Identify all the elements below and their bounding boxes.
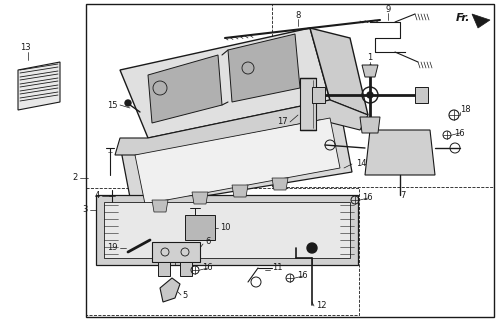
Polygon shape	[228, 34, 300, 102]
Polygon shape	[360, 117, 380, 133]
Text: 16: 16	[297, 271, 307, 281]
Polygon shape	[120, 28, 330, 138]
Polygon shape	[365, 130, 435, 175]
Polygon shape	[310, 28, 368, 115]
Text: 9: 9	[385, 5, 391, 14]
Text: 14: 14	[356, 159, 366, 169]
Polygon shape	[312, 87, 325, 103]
Polygon shape	[120, 108, 352, 208]
Text: 1: 1	[367, 53, 373, 62]
Text: 5: 5	[182, 291, 187, 300]
Text: 13: 13	[20, 44, 30, 52]
Text: 2: 2	[73, 173, 78, 182]
Circle shape	[125, 100, 131, 106]
Polygon shape	[96, 195, 358, 265]
Polygon shape	[232, 185, 248, 197]
Polygon shape	[180, 262, 192, 276]
Bar	[86, 188, 359, 315]
Text: 10: 10	[220, 223, 231, 233]
Polygon shape	[104, 202, 350, 258]
Polygon shape	[152, 242, 200, 262]
Polygon shape	[362, 65, 378, 77]
Polygon shape	[160, 278, 180, 302]
Text: 19: 19	[107, 244, 118, 252]
Polygon shape	[185, 215, 215, 240]
Polygon shape	[18, 62, 60, 110]
Polygon shape	[415, 87, 428, 103]
Text: 16: 16	[454, 129, 465, 138]
Text: 8: 8	[295, 12, 301, 20]
Text: Fr.: Fr.	[456, 13, 471, 23]
Text: 11: 11	[272, 263, 282, 273]
Text: 16: 16	[202, 263, 213, 273]
Polygon shape	[272, 178, 288, 190]
Bar	[86, 4, 494, 317]
Text: 15: 15	[107, 100, 118, 109]
Polygon shape	[300, 78, 316, 130]
Text: 17: 17	[277, 117, 288, 126]
Text: 6: 6	[205, 237, 211, 246]
Polygon shape	[158, 262, 170, 276]
Polygon shape	[152, 200, 168, 212]
Polygon shape	[115, 100, 368, 155]
Circle shape	[307, 243, 317, 253]
Circle shape	[367, 92, 373, 98]
Text: 16: 16	[362, 194, 373, 203]
Polygon shape	[472, 14, 490, 28]
Text: 4: 4	[95, 191, 100, 201]
Bar	[272, 4, 494, 187]
Polygon shape	[192, 192, 208, 204]
Polygon shape	[148, 55, 222, 123]
Text: 12: 12	[316, 301, 326, 310]
Text: 7: 7	[400, 190, 405, 199]
Text: 18: 18	[460, 106, 471, 115]
Text: 3: 3	[83, 205, 88, 214]
Polygon shape	[135, 118, 340, 204]
